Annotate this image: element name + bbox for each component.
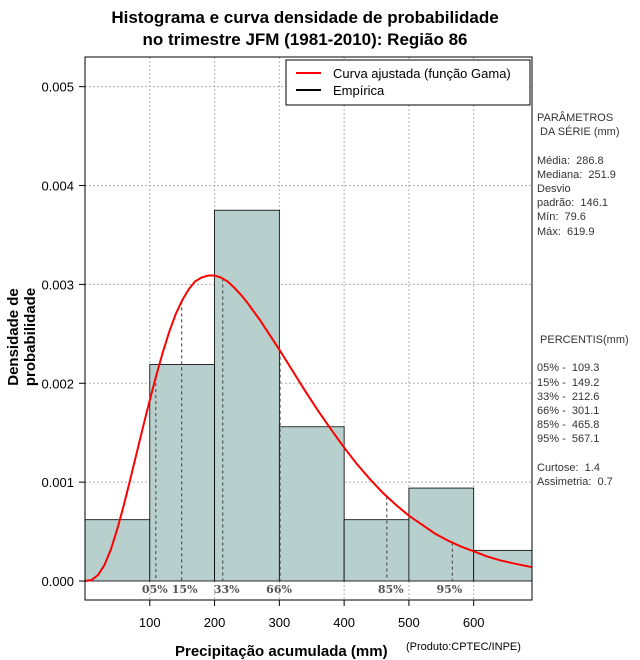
percentile-label: 95% (436, 583, 462, 596)
x-tick-label: 300 (268, 615, 290, 630)
stat-mediana: Mediana: 251.9 (537, 168, 616, 181)
percentile-label: 85% (378, 583, 404, 596)
legend-curve-label: Curva ajustada (função Gama) (333, 66, 511, 81)
histogram-bar (149, 364, 215, 582)
percentiles-header: PERCENTIS(mm) (537, 334, 629, 346)
params-subheader: DA SÉRIE (mm) (537, 126, 620, 139)
legend: Curva ajustada (função Gama) Empírica (285, 59, 531, 106)
y-tick-label: 0.000 (41, 574, 74, 589)
chart-title-line1: Histograma e curva densidade de probabil… (111, 8, 499, 27)
percentile-85: 85% - 465.8 (537, 419, 600, 432)
percentile-66: 66% - 301.1 (537, 405, 600, 418)
percentile-lines: 05% 15% 33% 66% 85% 95% (142, 278, 463, 596)
percentile-label: 05% (142, 583, 168, 596)
histogram-bars (84, 209, 533, 582)
percentile-05: 05% - 109.3 (537, 362, 600, 375)
histogram-bar (214, 209, 280, 582)
legend-box (285, 59, 531, 106)
percentiles-panel: PERCENTIS(mm) 05% - 109.3 15% - 149.2 33% … (537, 333, 629, 489)
stat-max: Máx: 619.9 (537, 225, 595, 238)
histogram-bar (278, 426, 345, 582)
plot-frame (84, 56, 533, 601)
chart-title-line2: no trimestre JFM (1981-2010): Região 86 (142, 30, 468, 49)
stat-desvio-label: Desvio (537, 183, 571, 196)
histogram-bar (343, 519, 410, 582)
params-header: PARÂMETROS (537, 112, 614, 124)
product-credit: (Produto:CPTEC/INPE) (406, 641, 521, 653)
stat-media: Média: 286.8 (537, 154, 604, 167)
percentile-33: 33% - 212.6 (537, 390, 600, 403)
percentile-label: 66% (266, 583, 292, 596)
y-tick-label: 0.002 (41, 376, 74, 391)
percentile-label: 15% (172, 583, 198, 596)
stat-min: Mín: 79.6 (537, 211, 586, 224)
x-axis-label: Precipitação acumulada (mm) (175, 643, 388, 660)
x-tick-label: 100 (139, 615, 161, 630)
gamma-curve (84, 274, 533, 582)
y-tick-label: 0.005 (41, 80, 74, 95)
percentile-15: 15% - 149.2 (537, 376, 600, 389)
y-tick-label: 0.003 (41, 277, 74, 292)
y-tick-label: 0.001 (41, 475, 74, 490)
legend-empirical-label: Empírica (333, 83, 385, 98)
x-tick-label: 600 (463, 615, 485, 630)
x-tick-label: 200 (204, 615, 226, 630)
y-axis-label: Densidade de probabilidade (5, 287, 39, 387)
percentile-label: 33% (214, 583, 240, 596)
x-tick-label: 400 (333, 615, 355, 630)
stat-desvio: padrão: 146.1 (537, 197, 608, 210)
histogram-bar (408, 487, 475, 582)
y-tick-label: 0.004 (41, 179, 74, 194)
x-tick-label: 500 (398, 615, 420, 630)
stat-assimetria: Assimetria: 0.7 (537, 476, 613, 489)
stat-curtose: Curtose: 1.4 (537, 461, 600, 474)
axes: 100 200 300 400 500 600 0.000 0.001 0.002 0.003 0.… (41, 80, 484, 630)
percentile-95: 95% - 567.1 (537, 433, 600, 446)
series-parameters-panel: PARÂMETROS DA SÉRIE (mm) Média: 286.8 Med… (537, 111, 620, 239)
